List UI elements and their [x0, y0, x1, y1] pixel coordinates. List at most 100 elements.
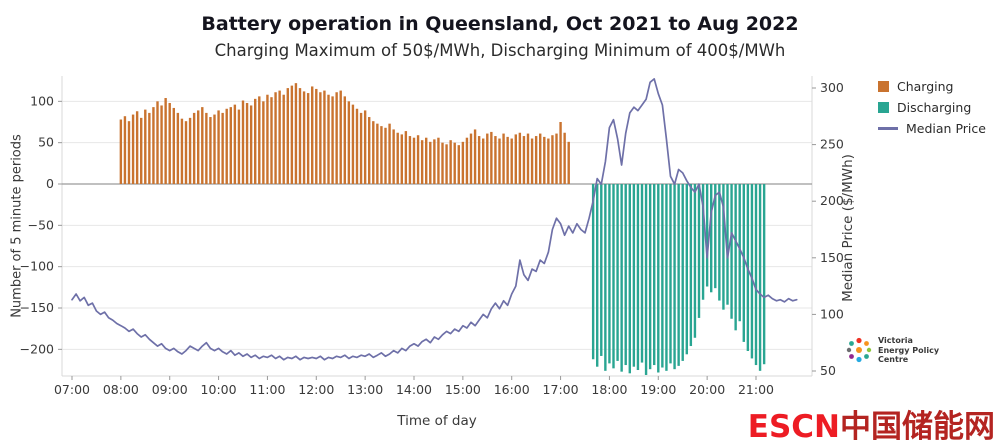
x-tick-label: 12:00: [298, 382, 334, 397]
charging-bar: [359, 112, 363, 184]
charging-bar: [425, 137, 428, 184]
discharging-bar: [754, 184, 758, 366]
discharging-bar: [701, 184, 705, 300]
discharging-bar: [624, 184, 627, 366]
vepc-logo: Victoria Energy Policy Centre: [845, 336, 939, 365]
discharging-bar: [673, 184, 676, 370]
charging-bar: [445, 144, 448, 184]
discharging-bar: [600, 184, 603, 356]
x-tick-label: 10:00: [201, 382, 237, 397]
charging-bar: [172, 107, 175, 184]
charging-bar: [168, 102, 171, 184]
charging-bar: [551, 135, 554, 184]
charging-bar: [127, 121, 131, 184]
y-right-tick-label: 100: [820, 306, 844, 321]
watermark-chinese: 中国储能网: [840, 409, 995, 445]
y-left-tick-label: 0: [46, 176, 54, 191]
discharging-bar: [742, 184, 745, 342]
charging-bar: [282, 94, 285, 184]
charging-bar: [482, 138, 485, 184]
charging-bar: [461, 141, 465, 184]
discharging-bar: [677, 184, 680, 366]
discharging-bar: [762, 184, 766, 365]
legend-label-median-price: Median Price: [906, 121, 986, 136]
charging-bar: [400, 134, 403, 184]
charging-bar: [266, 94, 269, 184]
y-right-tick-label: 150: [820, 250, 844, 265]
charging-bar: [335, 92, 338, 184]
x-tick-label: 20:00: [689, 382, 725, 397]
discharging-bar: [657, 184, 660, 373]
discharging-bar: [665, 184, 668, 371]
charging-bar: [140, 117, 143, 184]
charging-bar: [327, 94, 330, 184]
y-right-tick-label: 200: [820, 193, 844, 208]
charging-bar: [278, 90, 281, 184]
charging-bar: [274, 92, 277, 184]
discharging-bar: [722, 184, 725, 310]
charging-bar: [473, 129, 477, 184]
charging-bar: [429, 141, 432, 184]
discharging-bar: [648, 184, 652, 370]
discharging-bar: [738, 184, 741, 322]
discharging-bar: [608, 184, 611, 364]
y-right-tick-label: 50: [820, 363, 836, 378]
charging-bar: [498, 138, 501, 184]
charging-bar: [412, 137, 416, 184]
vepc-line-2: Energy Policy: [878, 345, 940, 355]
charging-bar: [123, 116, 127, 184]
discharging-bar: [693, 184, 697, 338]
chart-title: Battery operation in Queensland, Oct 202…: [201, 13, 799, 35]
discharging-bar: [705, 184, 709, 287]
charging-bar: [453, 142, 456, 184]
charging-bar: [197, 110, 200, 184]
charging-bar: [201, 107, 204, 184]
charging-bar: [152, 107, 155, 184]
charging-bar: [339, 90, 342, 184]
discharging-bar: [661, 184, 664, 368]
charging-bar: [135, 111, 139, 184]
discharging-bar: [730, 184, 733, 319]
charging-bar: [530, 138, 534, 184]
median-price-line: [71, 78, 798, 361]
chart-subtitle: Charging Maximum of 50$/MWh, Discharging…: [214, 41, 786, 60]
vepc-logo-icon: [846, 338, 872, 363]
vepc-line-3: Centre: [878, 355, 909, 365]
charging-bar: [237, 109, 241, 184]
y-left-tick-label: −200: [20, 341, 54, 356]
y-left-tick-label: 50: [38, 135, 54, 150]
x-tick-label: 13:00: [347, 382, 383, 397]
charging-bar: [494, 136, 497, 184]
discharging-bar: [632, 184, 636, 367]
x-tick-label: 09:00: [152, 382, 188, 397]
charging-bar: [254, 98, 257, 184]
discharging-bar: [628, 184, 631, 374]
charging-bar: [119, 119, 123, 184]
charging-bar: [514, 134, 517, 184]
charging-bar: [384, 127, 387, 184]
discharging-bar: [697, 184, 701, 318]
charging-bar: [404, 131, 408, 184]
charging-bar: [559, 122, 562, 184]
charging-bar: [355, 108, 359, 184]
discharging-bar: [616, 184, 619, 361]
charging-bar: [233, 104, 237, 184]
charging-bar: [441, 142, 444, 184]
charging-bar: [555, 133, 558, 184]
charging-bar: [396, 132, 399, 184]
charging-bar: [160, 105, 163, 184]
charging-bar: [469, 133, 473, 184]
charging-bar: [392, 129, 395, 184]
discharging-bar: [612, 184, 615, 369]
watermark-latin: ESCN: [747, 409, 840, 445]
discharging-bar: [596, 184, 599, 367]
discharging-bar: [726, 184, 729, 305]
y-left-tick-label: −150: [20, 300, 54, 315]
charging-bar: [347, 101, 351, 184]
x-tick-label: 15:00: [445, 382, 481, 397]
charging-bar: [221, 112, 224, 184]
charging-bar: [534, 136, 538, 184]
charging-bar: [416, 135, 420, 184]
discharging-bar: [653, 184, 656, 366]
discharging-bar: [734, 184, 737, 331]
